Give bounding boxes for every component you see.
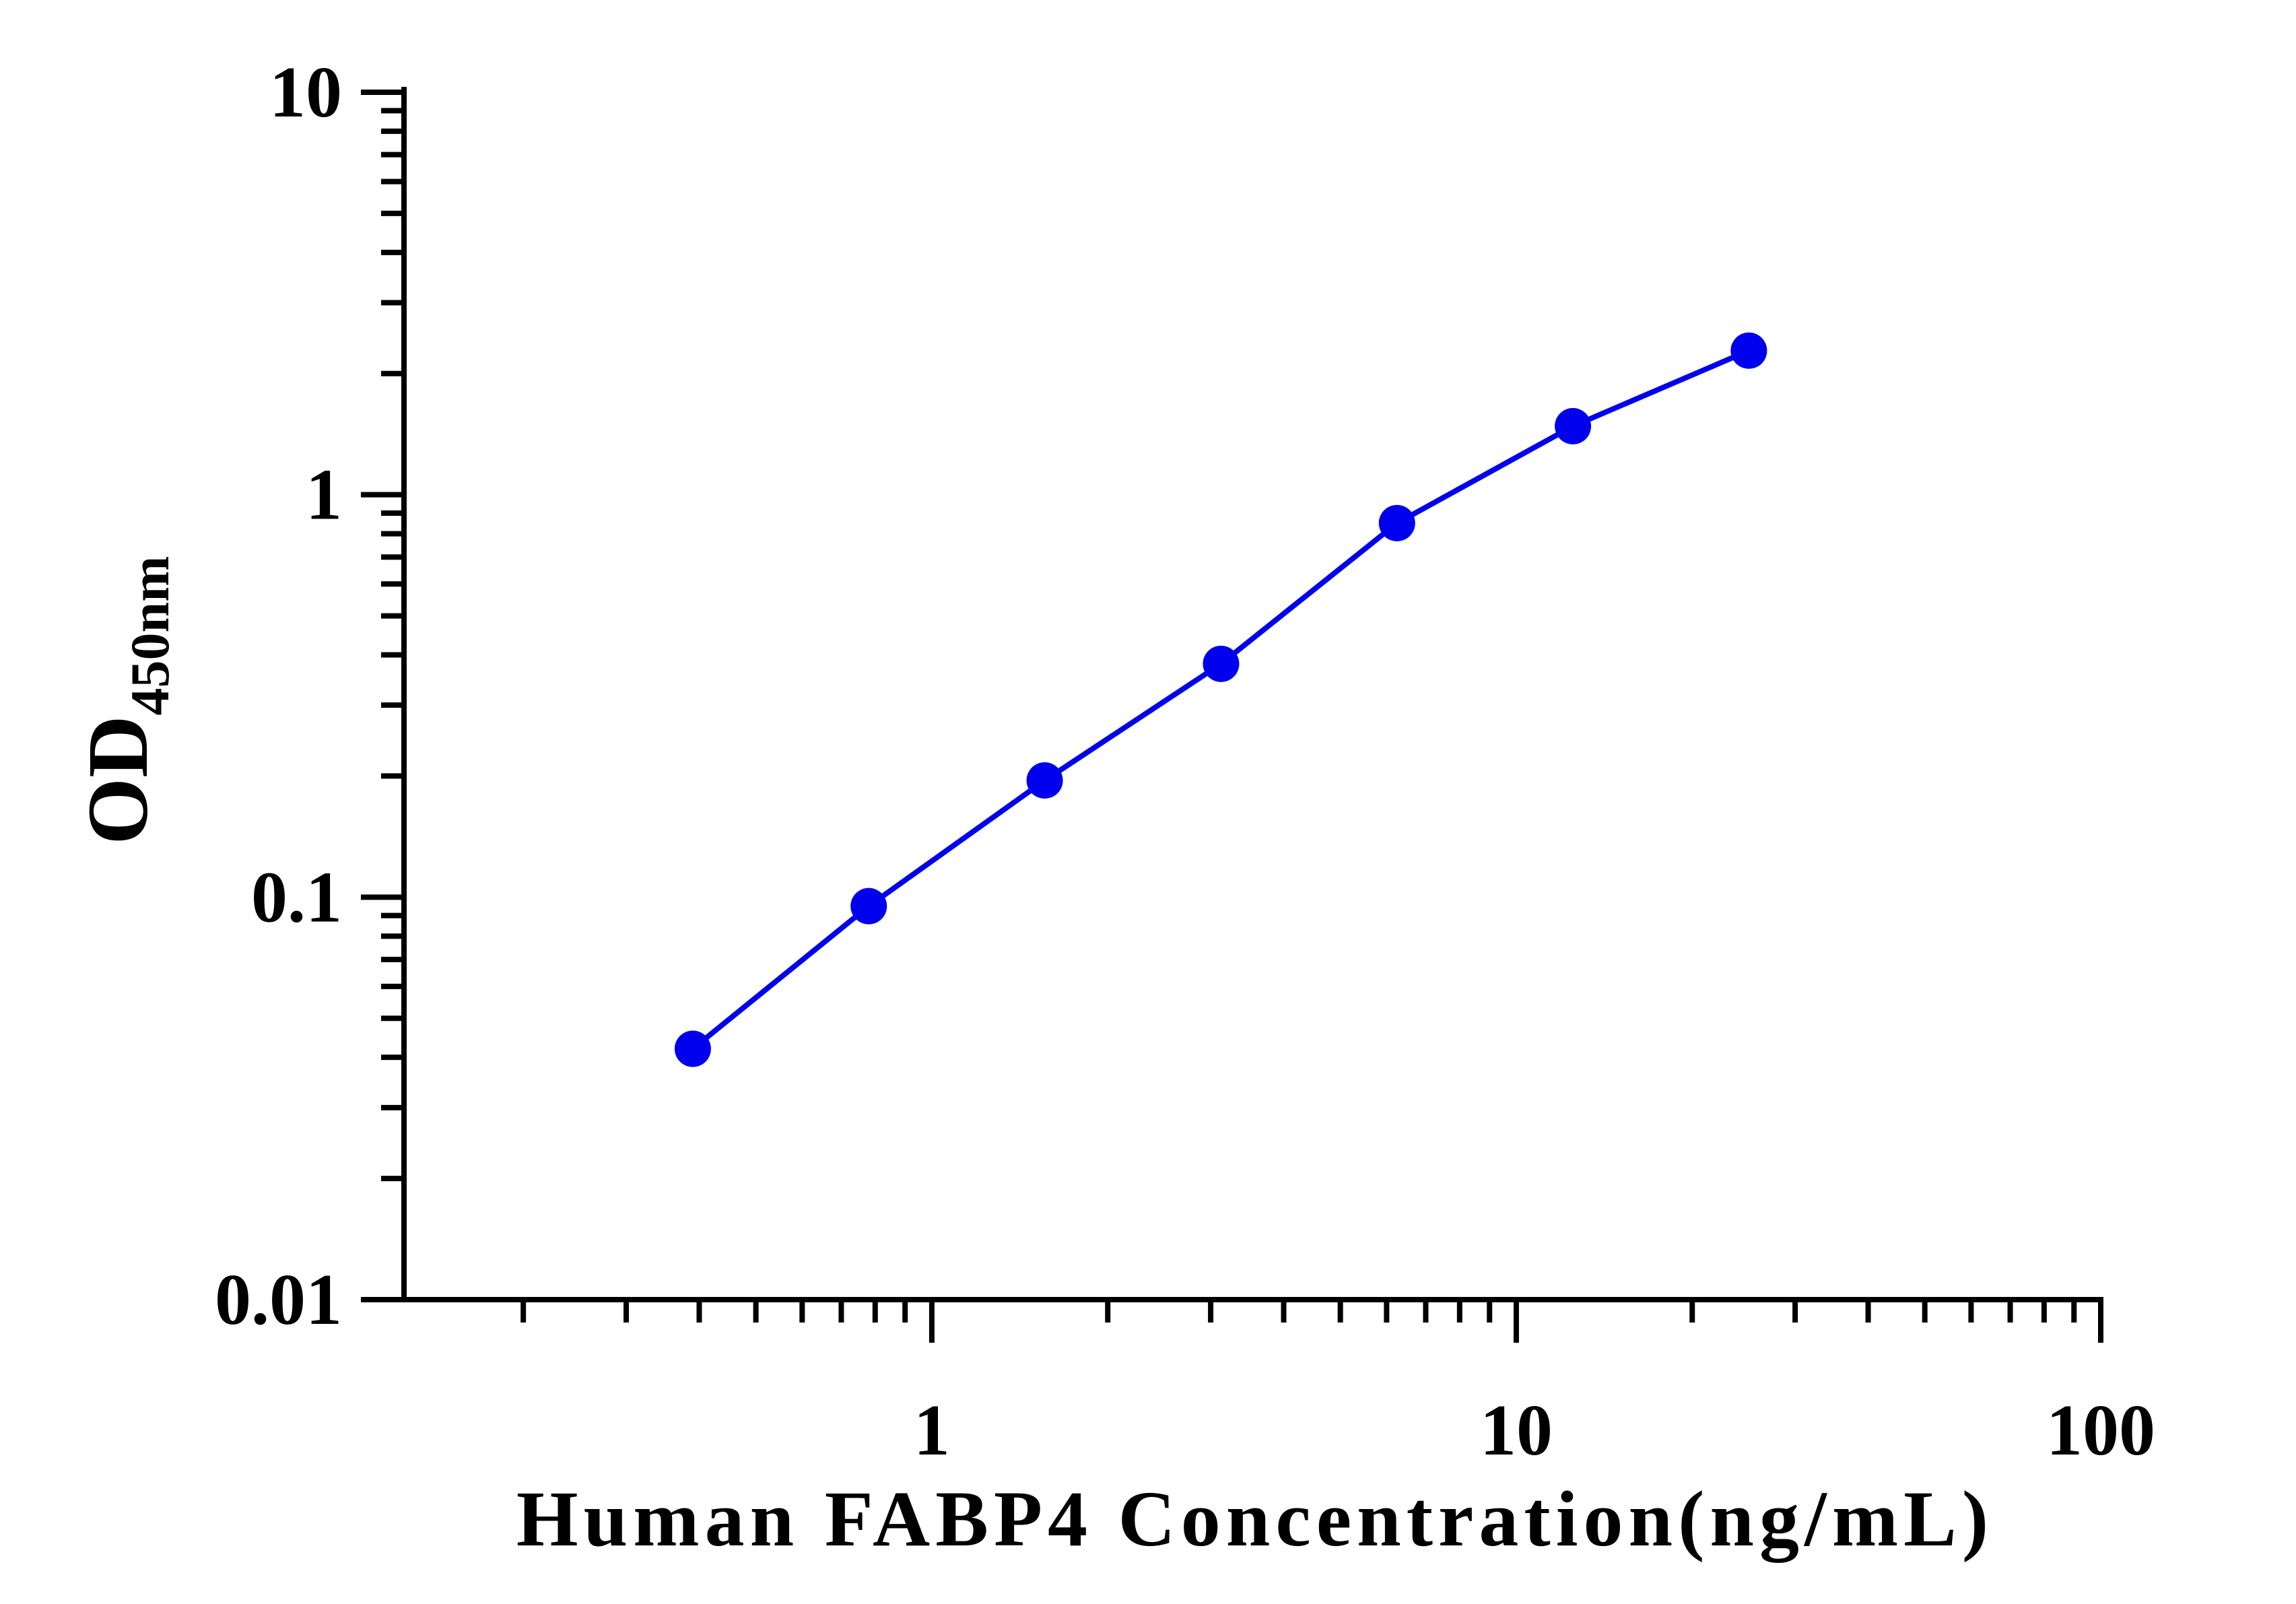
y-tick-label: 1 <box>306 455 342 535</box>
series-line <box>691 348 1750 1051</box>
x-tick-label: 100 <box>2046 1391 2155 1471</box>
data-series <box>674 332 1767 1067</box>
x-axis-label: Human FABP4 Concentration(ng/mL) <box>516 1475 1994 1563</box>
data-point <box>1203 645 1240 682</box>
x-tick-label: 1 <box>914 1391 950 1471</box>
x-tick-label: 10 <box>1480 1391 1553 1471</box>
data-point <box>1555 407 1592 444</box>
data-point <box>1026 762 1063 799</box>
y-axis-label: OD450nm <box>70 556 180 845</box>
ticks: 0.01 0.1 1 10 1 10 100 <box>215 53 2155 1471</box>
y-tick-label: 10 <box>269 53 342 133</box>
data-point <box>1378 504 1415 541</box>
axes <box>401 87 2103 1302</box>
y-tick-label: 0.01 <box>215 1260 342 1340</box>
data-point <box>1730 332 1767 369</box>
y-axis-label-subscript: 450nm <box>119 556 180 716</box>
y-tick-label: 0.1 <box>251 857 342 937</box>
y-axis-label-main: OD <box>70 715 166 844</box>
data-point <box>674 1030 711 1067</box>
data-point <box>850 888 887 925</box>
